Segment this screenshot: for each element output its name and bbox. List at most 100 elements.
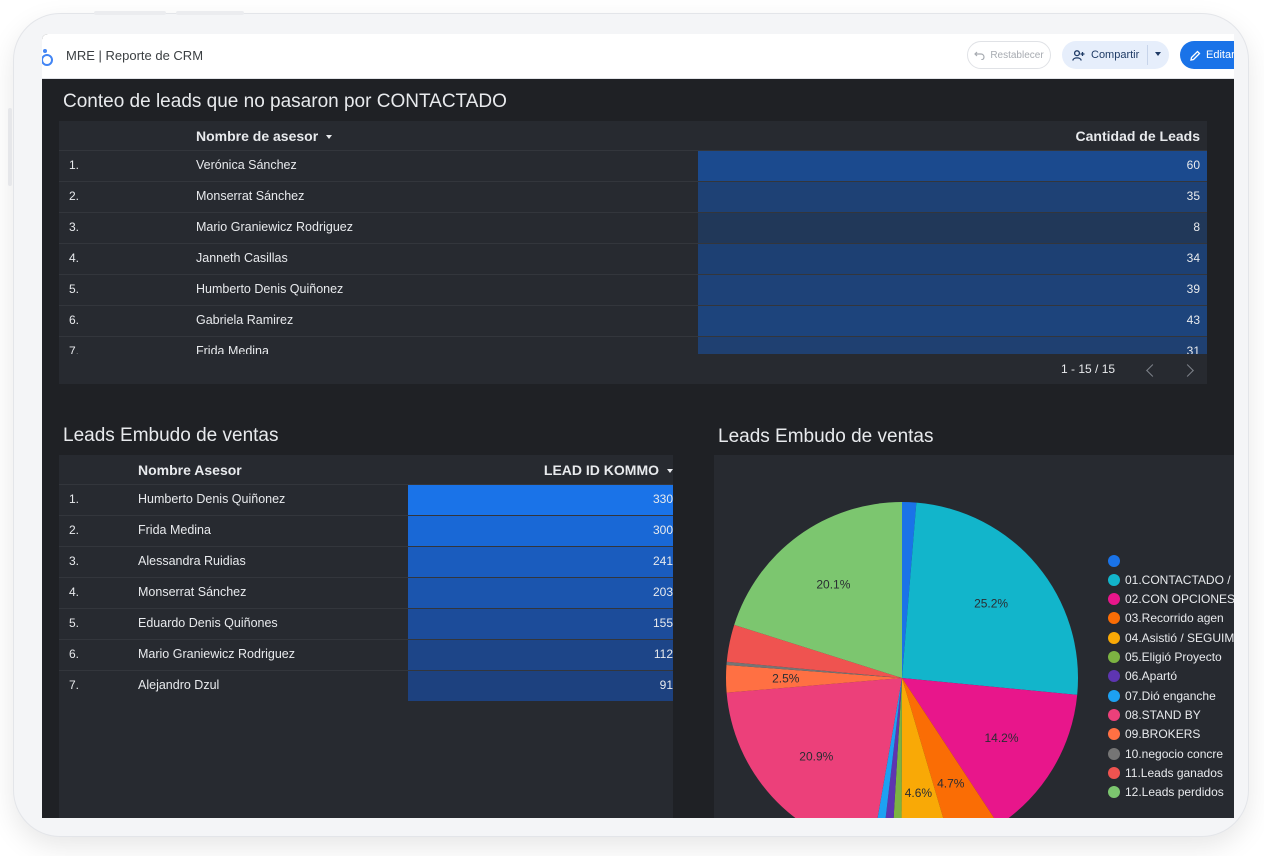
edit-button[interactable]: Editar <box>1180 41 1234 69</box>
device-side-button <box>8 108 12 186</box>
table-row[interactable]: 1. Humberto Denis Quiñonez 330 <box>59 484 673 515</box>
advisor-name: Mario Graniewicz Rodriguez <box>196 220 354 234</box>
column-header-lead-count[interactable]: Cantidad de Leads <box>1075 128 1200 144</box>
edit-label: Editar <box>1206 49 1234 61</box>
legend-swatch <box>1108 573 1120 586</box>
legend-item[interactable]: 03.Recorrido agen <box>1108 609 1224 628</box>
legend-label: 10.negocio concre <box>1125 746 1224 761</box>
row-index: 4. <box>69 585 80 599</box>
advisor-name: Verónica Sánchez <box>196 158 297 172</box>
table-row[interactable]: 5. Humberto Denis Quiñonez 39 <box>59 274 1207 305</box>
legend-label: 07.Dió enganche <box>1125 688 1216 703</box>
row-index: 1. <box>69 492 80 506</box>
row-index: 6. <box>69 313 80 327</box>
lead-count: 60 <box>1186 158 1200 172</box>
advisor-name: Monserrat Sánchez <box>138 585 247 599</box>
value-bar <box>698 244 1207 274</box>
pie-slice-label: 2.5% <box>772 672 800 686</box>
legend-item[interactable]: 08.STAND BY <box>1108 705 1201 724</box>
value-bar <box>408 547 673 577</box>
legend-item[interactable]: 02.CON OPCIONES <box>1108 590 1234 609</box>
row-index: 4. <box>69 251 80 265</box>
value-bar <box>698 151 1207 181</box>
legend-swatch <box>1108 593 1120 606</box>
pie-slice[interactable] <box>726 678 902 818</box>
legend-item[interactable]: 07.Dió enganche <box>1108 686 1216 705</box>
legend-item[interactable]: 10.negocio concre <box>1108 744 1223 763</box>
share-dropdown-icon[interactable] <box>1155 52 1161 56</box>
lead-id-count: 155 <box>652 616 673 630</box>
row-index: 3. <box>69 220 80 234</box>
legend-swatch <box>1108 766 1120 779</box>
table-row[interactable]: 6. Mario Graniewicz Rodriguez 112 <box>59 639 673 670</box>
pie-legend: 01.CONTACTADO / 02.CON OPCIONES 03.Recorr… <box>1108 551 1234 803</box>
table-row[interactable]: 2. Monserrat Sánchez 35 <box>59 181 1207 212</box>
table-row[interactable]: 3. Alessandra Ruidias 241 <box>59 546 673 577</box>
legend-label: 05.Eligió Proyecto <box>1125 650 1222 664</box>
pie-slice[interactable] <box>726 624 902 678</box>
previous-page-icon[interactable] <box>1146 364 1159 377</box>
value-bar <box>698 182 1207 212</box>
pie-slice[interactable] <box>726 661 902 678</box>
table-row[interactable]: 4. Monserrat Sánchez 203 <box>59 577 673 608</box>
pie-slice-label: 4.6% <box>905 786 933 800</box>
reset-icon <box>974 51 985 60</box>
table-row[interactable]: 6. Gabriela Ramirez 43 <box>59 305 1207 336</box>
pie-slice-label: 20.1% <box>816 577 850 591</box>
advisor-name: Frida Medina <box>196 344 269 354</box>
legend-item[interactable]: 05.Eligió Proyecto <box>1108 648 1222 667</box>
table-row[interactable]: 3. Mario Graniewicz Rodriguez 8 <box>59 212 1207 243</box>
legend-item[interactable] <box>1108 551 1125 570</box>
column-header-advisor[interactable]: Nombre de asesor <box>196 128 333 144</box>
legend-label: 09.BROKERS <box>1125 727 1201 742</box>
legend-item[interactable]: 09.BROKERS <box>1108 725 1200 744</box>
pie-slice[interactable] <box>872 678 902 818</box>
add-person-icon <box>1072 49 1085 61</box>
row-index: 7. <box>69 678 80 692</box>
table-row[interactable]: 4. Janneth Casillas 34 <box>59 243 1207 274</box>
table-row[interactable]: 2. Frida Medina 300 <box>59 515 673 546</box>
pencil-icon <box>1190 50 1201 61</box>
pie-slice[interactable] <box>902 502 1078 695</box>
pie-slice[interactable] <box>734 502 902 678</box>
pie-slice[interactable] <box>725 665 902 693</box>
advisor-name: Janneth Casillas <box>196 251 288 265</box>
legend-item[interactable]: 04.Asistió / SEGUIM <box>1108 628 1234 647</box>
pie-slice-label: 20.9% <box>799 749 833 763</box>
sales-funnel-table: Nombre Asesor LEAD ID KOMMO 1. Humberto D… <box>59 455 673 818</box>
row-index: 5. <box>69 616 80 630</box>
share-button[interactable]: Compartir <box>1062 41 1169 69</box>
next-page-icon[interactable] <box>1181 364 1194 377</box>
advisor-name: Gabriela Ramirez <box>196 313 294 327</box>
sort-caret-icon <box>667 469 673 474</box>
legend-item[interactable]: 01.CONTACTADO / <box>1108 570 1231 589</box>
pie-slice-label: 14.2% <box>984 731 1018 745</box>
legend-swatch <box>1108 786 1120 799</box>
legend-label: 01.CONTACTADO / <box>1125 572 1231 587</box>
sort-caret-icon <box>326 135 333 140</box>
table-row[interactable]: 7. Alejandro Dzul 91 <box>59 670 673 701</box>
legend-item[interactable]: 11.Leads ganados <box>1108 763 1223 782</box>
pie-slice[interactable] <box>902 678 1078 818</box>
table-row[interactable]: 1. Verónica Sánchez 60 <box>59 150 1207 181</box>
row-index: 2. <box>69 189 80 203</box>
row-index: 2. <box>69 523 80 537</box>
column-header-lead-id[interactable]: LEAD ID KOMMO <box>544 462 673 478</box>
value-bar <box>408 671 673 701</box>
advisor-name: Eduardo Denis Quiñones <box>138 616 278 630</box>
pie-slice[interactable] <box>901 678 951 818</box>
share-label: Compartir <box>1091 49 1140 61</box>
legend-item[interactable]: 06.Apartó <box>1108 667 1177 686</box>
column-header-advisor[interactable]: Nombre Asesor <box>138 462 242 478</box>
legend-label: 12.Leads perdidos <box>1125 785 1224 800</box>
reset-button[interactable]: Restablecer <box>967 41 1051 69</box>
legend-label: 06.Apartó <box>1125 669 1178 684</box>
table2-body: 1. Humberto Denis Quiñonez 330 2. Frida Medi… <box>59 484 673 704</box>
legend-swatch <box>1108 670 1120 683</box>
table-row[interactable]: 5. Eduardo Denis Quiñones 155 <box>59 608 673 639</box>
lead-count: 8 <box>1193 220 1200 234</box>
legend-item[interactable]: 12.Leads perdidos <box>1108 783 1224 802</box>
table-row[interactable]: 7. Frida Medina 31 <box>59 336 1207 354</box>
legend-label: 04.Asistió / SEGUIM <box>1125 630 1234 645</box>
pie-slice[interactable] <box>902 502 917 678</box>
